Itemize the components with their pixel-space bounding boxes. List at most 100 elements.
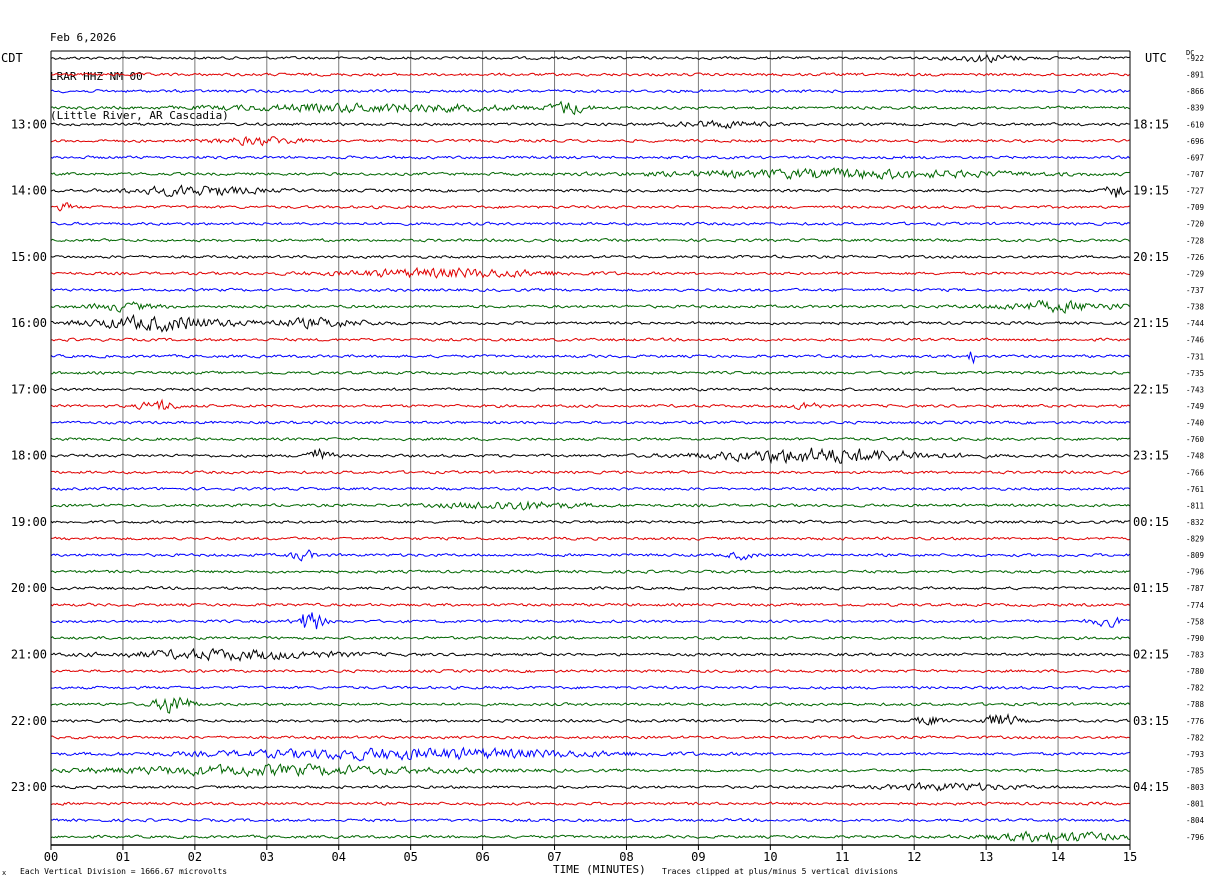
- dc-offset-label: -922: [1186, 54, 1204, 63]
- seismic-trace-line: [50, 612, 1130, 630]
- dc-offset-label: -726: [1186, 253, 1205, 262]
- seismic-trace-line: [50, 89, 1130, 94]
- right-hour-label: 22:15: [1133, 382, 1169, 396]
- seismic-trace-line: [50, 486, 1130, 491]
- right-hour-label: 04:15: [1133, 780, 1169, 794]
- seismic-trace-line: [50, 337, 1130, 342]
- seismic-trace-line: [50, 398, 1130, 411]
- dc-offset-label: -744: [1186, 319, 1205, 328]
- seismic-traces: [50, 54, 1130, 844]
- dc-offset-label: -738: [1186, 303, 1205, 312]
- left-hour-label: 19:00: [11, 515, 47, 529]
- left-hour-label: 20:00: [11, 581, 47, 595]
- dc-offset-label: -761: [1186, 485, 1204, 494]
- x-axis-tick-label: 00: [44, 850, 58, 864]
- x-axis-tick-label: 10: [763, 850, 777, 864]
- dc-offset-label: -785: [1186, 767, 1204, 776]
- x-axis-tick-label: 01: [116, 850, 130, 864]
- seismic-trace-line: [50, 763, 1130, 778]
- x-axis-tick-label: 05: [403, 850, 417, 864]
- dc-offset-label: -782: [1186, 684, 1204, 693]
- date-label: Feb 6,2026: [50, 31, 117, 44]
- seismic-trace-line: [50, 387, 1130, 392]
- x-axis-tick-label: 08: [619, 850, 633, 864]
- grid-lines: [122, 51, 1059, 845]
- seismic-trace-line: [50, 647, 1130, 663]
- seismic-trace-line: [50, 237, 1130, 243]
- dc-offset-label: -811: [1186, 501, 1204, 510]
- seismic-trace-line: [50, 801, 1130, 806]
- seismic-trace-line: [50, 119, 1130, 130]
- x-axis-tick-label: 03: [260, 850, 274, 864]
- footer-mark: x: [2, 869, 7, 877]
- dc-offset-label: -793: [1186, 750, 1204, 759]
- right-hour-label: 18:15: [1133, 117, 1169, 131]
- right-hour-label: 21:15: [1133, 316, 1169, 330]
- dc-offset-label: -801: [1186, 800, 1204, 809]
- dc-offset-label: -774: [1186, 601, 1205, 610]
- left-hour-label: 18:00: [11, 449, 47, 463]
- dc-offset-label: -796: [1186, 833, 1205, 842]
- dc-offset-label: -728: [1186, 236, 1205, 245]
- dc-offset-label: -796: [1186, 568, 1205, 577]
- seismic-trace-line: [50, 287, 1130, 293]
- dc-offset-label: -803: [1186, 783, 1204, 792]
- chart-header: Feb 6,2026 LRAR HHZ NM 00 (Little River,…: [50, 5, 229, 135]
- dc-offset-label: -709: [1186, 203, 1204, 212]
- footer-clip-note: Traces clipped at plus/minus 5 vertical …: [662, 867, 899, 876]
- left-hour-label: 14:00: [11, 184, 47, 198]
- dc-offset-label: -740: [1186, 419, 1205, 428]
- dc-offset-label: -737: [1186, 286, 1204, 295]
- x-axis-tick-label: 02: [188, 850, 202, 864]
- x-axis-tick-label: 15: [1123, 850, 1137, 864]
- dc-offset-label: -780: [1186, 667, 1205, 676]
- seismic-trace-line: [50, 668, 1130, 674]
- left-hour-label: 16:00: [11, 316, 47, 330]
- dc-offset-label: -839: [1186, 104, 1204, 113]
- left-hour-label: 15:00: [11, 250, 47, 264]
- dc-offset-label: -749: [1186, 402, 1204, 411]
- dc-offset-label: -787: [1186, 584, 1204, 593]
- x-axis-tick-label: 06: [475, 850, 489, 864]
- dc-offset-label: -832: [1186, 518, 1204, 527]
- dc-offset-label: -696: [1186, 137, 1205, 146]
- plot-frame: [50, 50, 1131, 846]
- dc-offset-label: -788: [1186, 700, 1205, 709]
- x-axis-tick-label: 09: [691, 850, 705, 864]
- seismic-trace-line: [50, 266, 1130, 279]
- right-hour-label: 00:15: [1133, 515, 1169, 529]
- dc-offset-label: -735: [1186, 369, 1204, 378]
- seismic-trace-line: [50, 436, 1130, 442]
- dc-offset-label: -743: [1186, 385, 1204, 394]
- right-hour-label: 01:15: [1133, 581, 1169, 595]
- right-hour-label: 19:15: [1133, 184, 1169, 198]
- seismic-trace-line: [51, 420, 1130, 425]
- seismic-trace-line: [50, 470, 1130, 475]
- left-hour-label: 13:00: [11, 117, 47, 131]
- x-axis-title: TIME (MINUTES): [553, 863, 646, 876]
- seismic-trace-line: [50, 585, 1130, 591]
- seismic-trace-line: [50, 221, 1130, 226]
- x-axis-tick-label: 13: [979, 850, 993, 864]
- seismic-trace-line: [50, 602, 1130, 608]
- seismic-trace-line: [50, 712, 1130, 726]
- dc-offset-header: DC: [1186, 49, 1195, 57]
- dc-offset-label: -891: [1186, 71, 1204, 80]
- seismic-trace-line: [50, 536, 1130, 541]
- seismic-trace-line: [50, 735, 1130, 740]
- dc-offset-label: -758: [1186, 617, 1205, 626]
- footer-scale-note: Each Vertical Division = 1666.67 microvo…: [20, 867, 228, 876]
- seismic-trace-line: [50, 254, 1130, 259]
- seismic-trace-line: [50, 184, 1130, 198]
- seismic-trace-line: [50, 100, 1130, 116]
- seismic-trace-line: [50, 830, 1130, 844]
- left-hour-label: 21:00: [11, 648, 47, 662]
- left-hour-label: 17:00: [11, 382, 47, 396]
- dc-offset-label: -729: [1186, 269, 1204, 278]
- left-timezone-label: CDT: [1, 51, 23, 65]
- seismic-trace-line: [50, 746, 1130, 762]
- axis-labels: 00 01 02 03 04 05 06 07 08 09 10 11 12 13 14 15 13:00 14:…: [11, 54, 1205, 864]
- seismic-trace-line: [50, 635, 1130, 641]
- seismic-trace-line: [50, 818, 1130, 823]
